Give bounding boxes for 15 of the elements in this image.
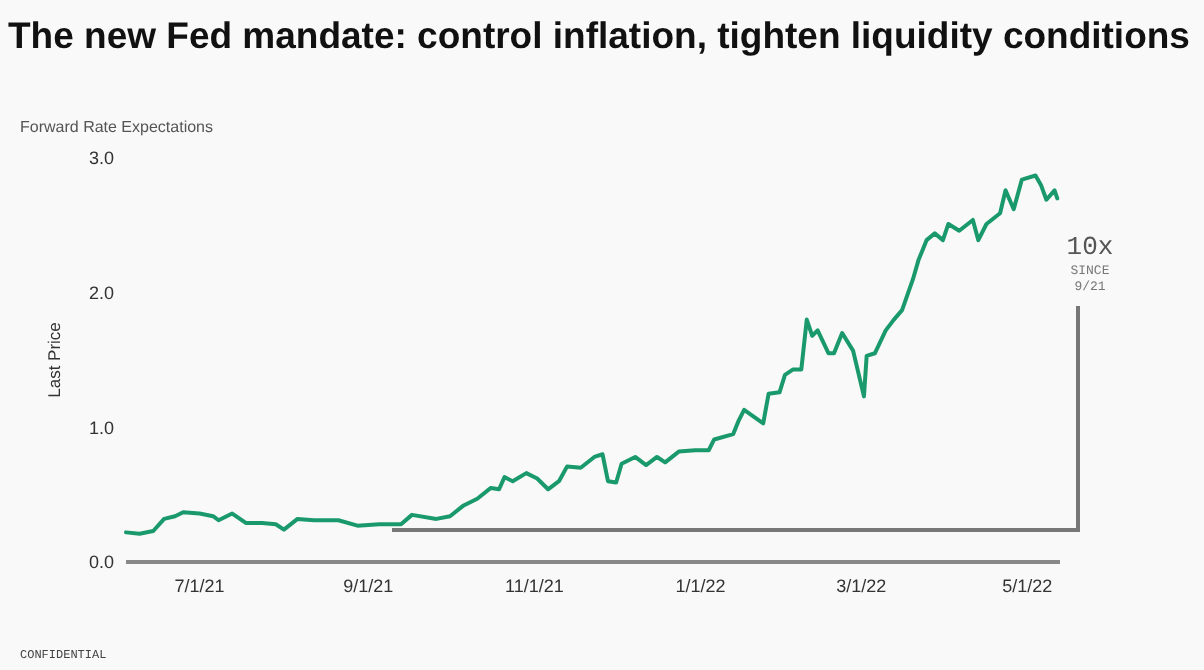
y-axis-title: Last Price [44,321,64,398]
x-tick-label: 5/1/22 [1002,576,1053,596]
x-tick-label: 1/1/22 [675,576,726,596]
y-tick-label: 3.0 [88,148,114,169]
y-tick-label: 1.0 [88,417,114,438]
x-tick-label: 11/1/21 [505,576,564,596]
chart-subtitle: Forward Rate Expectations [20,118,213,136]
x-tick-label: 3/1/22 [836,576,887,596]
x-tick-label: 7/1/21 [174,576,225,596]
x-tick-label: 9/1/21 [343,576,394,596]
y-tick-label: 0.0 [88,552,114,573]
text: 10x [1066,232,1114,262]
chart-title: The new Fed mandate: control inflation, tighten liquidity conditions [8,14,1190,56]
y-tick-label: 2.0 [88,282,114,303]
line-series [124,173,1060,536]
